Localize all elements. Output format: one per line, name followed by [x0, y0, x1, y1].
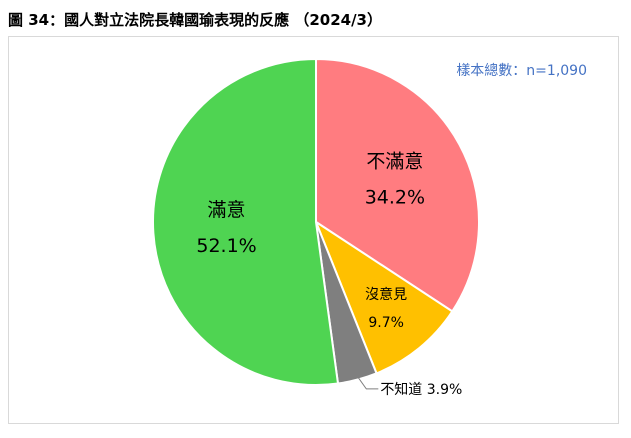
- slice-label-3: 滿意: [208, 199, 246, 221]
- figure-title: 圖 34：國人對立法院長韓國瑜表現的反應 （2024/3）: [8, 11, 382, 29]
- sample-size-note: 樣本總數：n=1,090: [456, 63, 587, 79]
- slice-value-3: 52.1%: [196, 235, 256, 257]
- slice-label-0: 不滿意: [366, 150, 423, 172]
- slice-label-1: 沒意見: [365, 286, 407, 303]
- pie-slice-1: [313, 219, 454, 375]
- slice-value-0: 34.2%: [365, 186, 425, 208]
- slice-label-2: 不知道 3.9%: [380, 381, 462, 398]
- leader-line-2: [355, 374, 379, 390]
- pie-slice-3: [152, 57, 340, 386]
- slice-value-1: 9.7%: [368, 315, 404, 331]
